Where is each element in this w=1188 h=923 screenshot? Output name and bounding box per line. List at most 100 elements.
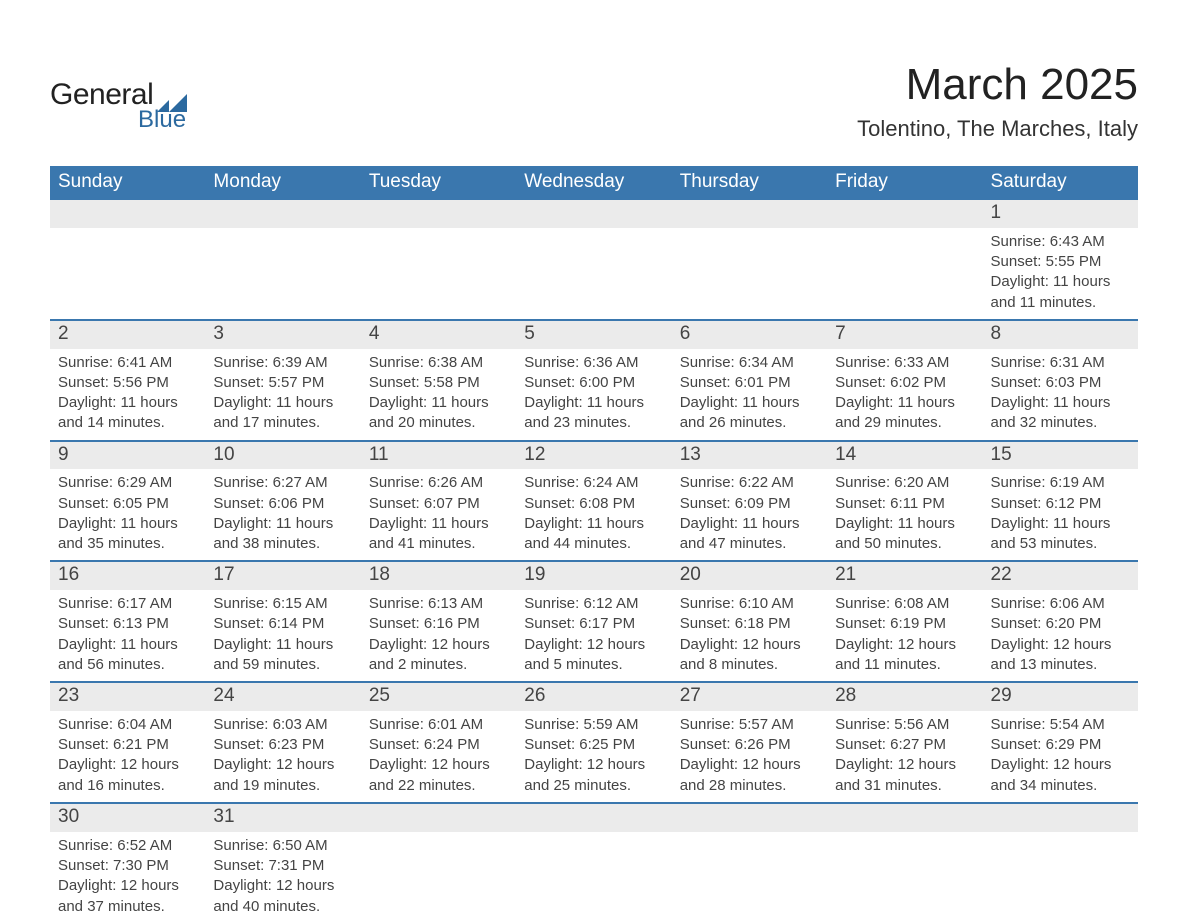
daylight-text: Daylight: 12 hours and 16 minutes. — [58, 755, 197, 796]
day-details: Sunrise: 6:50 AMSunset: 7:31 PMDaylight:… — [205, 832, 360, 923]
day-details: Sunrise: 5:59 AMSunset: 6:25 PMDaylight:… — [516, 711, 671, 802]
day-details: Sunrise: 6:13 AMSunset: 6:16 PMDaylight:… — [361, 590, 516, 681]
day-number: 13 — [672, 442, 827, 470]
day-details — [361, 228, 516, 248]
day-number: 19 — [516, 562, 671, 590]
day-header: Sunday — [50, 166, 205, 199]
daylight-text: Daylight: 11 hours and 38 minutes. — [213, 514, 352, 555]
day-number — [827, 804, 982, 832]
day-number: 30 — [50, 804, 205, 832]
sunset-text: Sunset: 5:57 PM — [213, 373, 352, 393]
sunset-text: Sunset: 6:01 PM — [680, 373, 819, 393]
calendar-day-cell — [361, 199, 516, 320]
day-details — [205, 228, 360, 248]
sunset-text: Sunset: 6:14 PM — [213, 614, 352, 634]
day-number: 21 — [827, 562, 982, 590]
page-subtitle: Tolentino, The Marches, Italy — [857, 116, 1138, 142]
daylight-text: Daylight: 11 hours and 32 minutes. — [991, 393, 1130, 434]
day-details: Sunrise: 6:31 AMSunset: 6:03 PMDaylight:… — [983, 349, 1138, 440]
day-details — [516, 832, 671, 852]
daylight-text: Daylight: 12 hours and 40 minutes. — [213, 876, 352, 917]
calendar-day-cell — [205, 199, 360, 320]
calendar-day-cell: 20Sunrise: 6:10 AMSunset: 6:18 PMDayligh… — [672, 561, 827, 682]
sunrise-text: Sunrise: 6:36 AM — [524, 353, 663, 373]
sunset-text: Sunset: 6:05 PM — [58, 494, 197, 514]
calendar-day-cell: 30Sunrise: 6:52 AMSunset: 7:30 PMDayligh… — [50, 803, 205, 923]
day-details: Sunrise: 6:08 AMSunset: 6:19 PMDaylight:… — [827, 590, 982, 681]
daylight-text: Daylight: 12 hours and 37 minutes. — [58, 876, 197, 917]
calendar-week-row: 9Sunrise: 6:29 AMSunset: 6:05 PMDaylight… — [50, 441, 1138, 562]
day-details: Sunrise: 6:03 AMSunset: 6:23 PMDaylight:… — [205, 711, 360, 802]
sunset-text: Sunset: 6:03 PM — [991, 373, 1130, 393]
day-number: 4 — [361, 321, 516, 349]
day-details: Sunrise: 6:17 AMSunset: 6:13 PMDaylight:… — [50, 590, 205, 681]
sunset-text: Sunset: 6:19 PM — [835, 614, 974, 634]
day-header: Thursday — [672, 166, 827, 199]
day-details: Sunrise: 6:06 AMSunset: 6:20 PMDaylight:… — [983, 590, 1138, 681]
day-details — [361, 832, 516, 852]
sunrise-text: Sunrise: 6:31 AM — [991, 353, 1130, 373]
sunset-text: Sunset: 6:24 PM — [369, 735, 508, 755]
daylight-text: Daylight: 11 hours and 41 minutes. — [369, 514, 508, 555]
calendar-day-cell: 23Sunrise: 6:04 AMSunset: 6:21 PMDayligh… — [50, 682, 205, 803]
calendar-day-cell: 21Sunrise: 6:08 AMSunset: 6:19 PMDayligh… — [827, 561, 982, 682]
sunset-text: Sunset: 5:56 PM — [58, 373, 197, 393]
day-details — [672, 228, 827, 248]
daylight-text: Daylight: 12 hours and 34 minutes. — [991, 755, 1130, 796]
sunset-text: Sunset: 6:11 PM — [835, 494, 974, 514]
daylight-text: Daylight: 11 hours and 23 minutes. — [524, 393, 663, 434]
sunset-text: Sunset: 6:18 PM — [680, 614, 819, 634]
calendar-day-cell — [672, 199, 827, 320]
daylight-text: Daylight: 11 hours and 35 minutes. — [58, 514, 197, 555]
daylight-text: Daylight: 12 hours and 28 minutes. — [680, 755, 819, 796]
day-number: 14 — [827, 442, 982, 470]
daylight-text: Daylight: 12 hours and 11 minutes. — [835, 635, 974, 676]
day-number: 20 — [672, 562, 827, 590]
calendar-day-cell: 18Sunrise: 6:13 AMSunset: 6:16 PMDayligh… — [361, 561, 516, 682]
day-number: 26 — [516, 683, 671, 711]
sunrise-text: Sunrise: 6:43 AM — [991, 232, 1130, 252]
day-details: Sunrise: 5:56 AMSunset: 6:27 PMDaylight:… — [827, 711, 982, 802]
sunset-text: Sunset: 6:07 PM — [369, 494, 508, 514]
calendar-day-cell — [983, 803, 1138, 923]
calendar-header-row: SundayMondayTuesdayWednesdayThursdayFrid… — [50, 166, 1138, 199]
sunset-text: Sunset: 6:25 PM — [524, 735, 663, 755]
sunrise-text: Sunrise: 6:26 AM — [369, 473, 508, 493]
day-details — [983, 832, 1138, 852]
sunrise-text: Sunrise: 5:54 AM — [991, 715, 1130, 735]
logo-top-row: General — [50, 78, 187, 112]
day-details — [672, 832, 827, 852]
day-number: 31 — [205, 804, 360, 832]
day-header: Tuesday — [361, 166, 516, 199]
sunrise-text: Sunrise: 6:08 AM — [835, 594, 974, 614]
calendar-day-cell: 11Sunrise: 6:26 AMSunset: 6:07 PMDayligh… — [361, 441, 516, 562]
sunrise-text: Sunrise: 6:10 AM — [680, 594, 819, 614]
day-header: Friday — [827, 166, 982, 199]
calendar-day-cell: 12Sunrise: 6:24 AMSunset: 6:08 PMDayligh… — [516, 441, 671, 562]
day-details: Sunrise: 6:27 AMSunset: 6:06 PMDaylight:… — [205, 469, 360, 560]
daylight-text: Daylight: 11 hours and 53 minutes. — [991, 514, 1130, 555]
day-details: Sunrise: 6:41 AMSunset: 5:56 PMDaylight:… — [50, 349, 205, 440]
day-number — [827, 200, 982, 228]
day-details: Sunrise: 6:26 AMSunset: 6:07 PMDaylight:… — [361, 469, 516, 560]
sunrise-text: Sunrise: 6:12 AM — [524, 594, 663, 614]
day-number: 9 — [50, 442, 205, 470]
sunrise-text: Sunrise: 6:19 AM — [991, 473, 1130, 493]
sunset-text: Sunset: 6:09 PM — [680, 494, 819, 514]
day-number: 27 — [672, 683, 827, 711]
day-number: 8 — [983, 321, 1138, 349]
daylight-text: Daylight: 11 hours and 59 minutes. — [213, 635, 352, 676]
calendar-week-row: 2Sunrise: 6:41 AMSunset: 5:56 PMDaylight… — [50, 320, 1138, 441]
day-details: Sunrise: 5:54 AMSunset: 6:29 PMDaylight:… — [983, 711, 1138, 802]
sunrise-text: Sunrise: 6:41 AM — [58, 353, 197, 373]
sunrise-text: Sunrise: 6:03 AM — [213, 715, 352, 735]
sunrise-text: Sunrise: 6:04 AM — [58, 715, 197, 735]
sunset-text: Sunset: 6:13 PM — [58, 614, 197, 634]
sunset-text: Sunset: 6:21 PM — [58, 735, 197, 755]
sunrise-text: Sunrise: 6:38 AM — [369, 353, 508, 373]
daylight-text: Daylight: 12 hours and 19 minutes. — [213, 755, 352, 796]
sunrise-text: Sunrise: 6:24 AM — [524, 473, 663, 493]
day-number: 29 — [983, 683, 1138, 711]
sunrise-text: Sunrise: 6:33 AM — [835, 353, 974, 373]
calendar-day-cell: 19Sunrise: 6:12 AMSunset: 6:17 PMDayligh… — [516, 561, 671, 682]
